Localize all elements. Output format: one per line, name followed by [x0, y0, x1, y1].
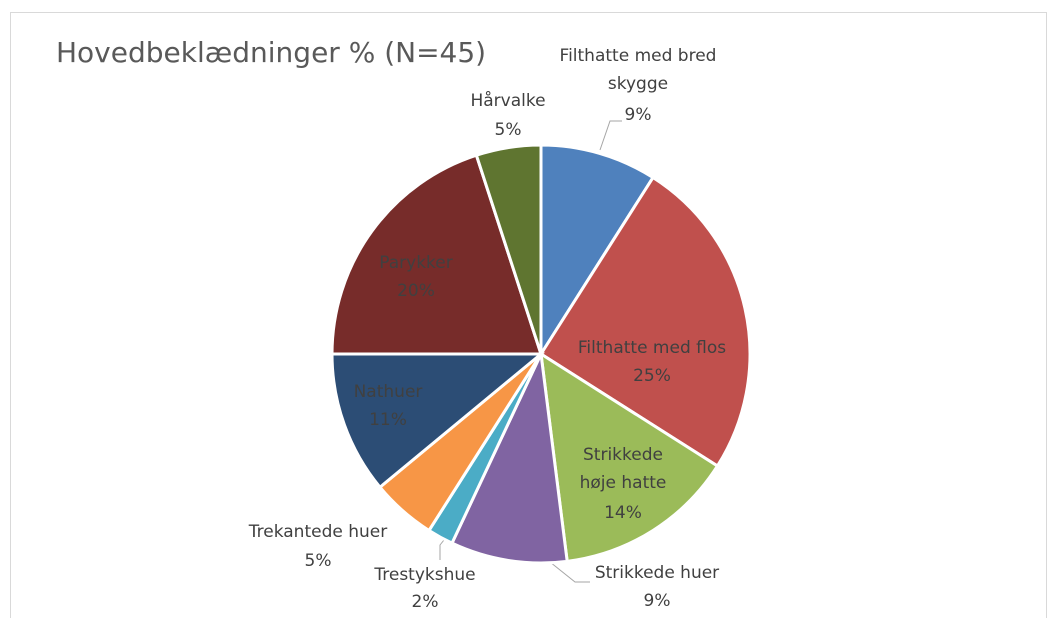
category-label: Strikkede huer — [594, 563, 720, 583]
value-label: 20% — [397, 281, 435, 301]
leader-line — [544, 557, 590, 583]
pie-slice — [539, 143, 656, 360]
pie-slice — [538, 175, 752, 469]
value-label: 11% — [369, 410, 407, 430]
pie-slice — [330, 153, 544, 356]
chart-title: Hovedbeklædninger % (N=45) — [56, 36, 487, 69]
pie-slice — [474, 143, 543, 355]
value-label: 25% — [633, 366, 671, 386]
value-label: 5% — [304, 551, 332, 571]
category-label: Hårvalke — [470, 91, 546, 111]
category-label: Parykker — [379, 253, 453, 273]
value-label: 9% — [624, 105, 652, 125]
chart-border — [10, 12, 1047, 618]
category-label: Filthatte med flos — [577, 338, 727, 358]
category-label: Trekantede huer — [248, 522, 388, 542]
category-label: Trestykshue — [374, 565, 476, 585]
category-label: Filthatte med bred skygge — [559, 46, 717, 94]
value-label: 2% — [411, 592, 439, 612]
pie-slice — [539, 351, 720, 564]
value-label: 5% — [494, 120, 522, 140]
pie-slice — [450, 348, 569, 565]
category-label: Strikkede høje hatte — [579, 445, 667, 493]
value-label: 9% — [643, 591, 671, 611]
category-label: Nathuer — [353, 382, 423, 402]
leader-line — [599, 120, 622, 151]
value-label: 14% — [604, 503, 642, 523]
pie-slice — [330, 352, 546, 490]
